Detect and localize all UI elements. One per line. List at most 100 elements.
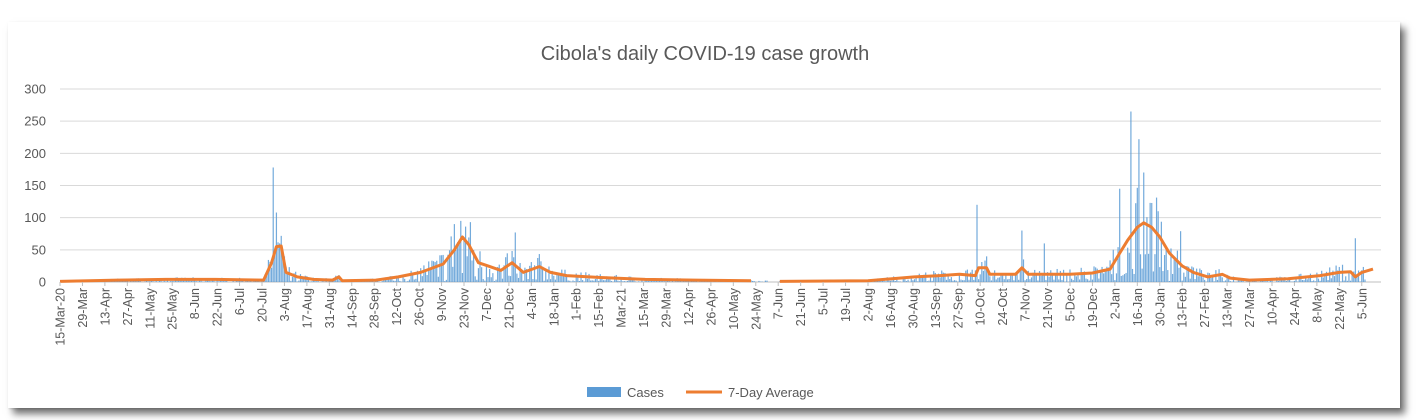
case-bar <box>1125 272 1127 282</box>
case-bar <box>1099 271 1102 282</box>
case-bar <box>522 280 524 282</box>
case-bar <box>990 280 993 282</box>
case-bar <box>937 273 940 282</box>
case-bar <box>1021 230 1023 282</box>
case-bar <box>969 272 972 282</box>
case-bar <box>1054 273 1057 282</box>
case-bar <box>152 281 154 282</box>
case-bar <box>519 263 521 282</box>
case-bar <box>131 281 133 282</box>
case-bar <box>1040 275 1042 282</box>
x-tick-label: 21-Jun <box>794 288 808 326</box>
case-bar <box>383 279 385 282</box>
case-bar <box>476 279 478 282</box>
average-line-segment-2 <box>779 221 1374 283</box>
case-bar <box>1346 280 1348 282</box>
case-bar <box>309 281 311 282</box>
x-tick-label: 27-Apr <box>121 288 135 326</box>
case-bar <box>1314 281 1316 282</box>
case-bar <box>594 278 597 282</box>
case-bar <box>501 278 504 282</box>
case-bar <box>1183 272 1185 282</box>
case-bar <box>994 270 996 282</box>
x-tick-label: 18-Jan <box>547 288 561 326</box>
case-bar <box>929 277 932 282</box>
case-bar <box>1109 260 1111 282</box>
case-bar <box>889 280 892 282</box>
case-bar <box>158 280 160 282</box>
case-bar <box>134 281 136 282</box>
case-bar <box>549 279 552 282</box>
case-bar <box>1006 279 1009 282</box>
case-bar <box>426 275 428 282</box>
case-bar <box>559 275 561 282</box>
case-bar <box>195 281 197 282</box>
case-bar <box>429 268 431 282</box>
case-bar <box>960 279 962 282</box>
case-bar <box>317 280 319 282</box>
case-bar <box>936 274 938 282</box>
case-bar <box>1128 252 1130 282</box>
case-bar <box>1343 280 1345 282</box>
case-bar <box>1220 274 1222 282</box>
x-tick-label: 5-Dec <box>1063 288 1077 321</box>
case-bar <box>298 280 300 282</box>
x-tick-label: 15-Mar-20 <box>54 288 68 346</box>
y-axis: 0 50 100 150 200 250 300 <box>24 82 46 290</box>
case-bar <box>1152 271 1154 282</box>
case-bar <box>303 277 305 282</box>
case-bar <box>902 278 904 282</box>
x-tick-label: 16-Aug <box>884 288 898 328</box>
case-bar <box>955 280 957 282</box>
case-bar <box>1061 279 1063 282</box>
case-bar <box>979 274 981 282</box>
case-bar <box>1163 255 1166 282</box>
case-bar <box>1345 276 1347 282</box>
case-bar <box>1319 280 1321 282</box>
case-bar <box>521 269 523 282</box>
case-bar <box>1027 270 1029 282</box>
case-bar <box>885 281 887 282</box>
case-bar <box>1095 267 1097 282</box>
chart-title: Cibola's daily COVID-19 case growth <box>541 43 869 65</box>
case-bar <box>1356 276 1358 282</box>
case-bar <box>1127 247 1129 282</box>
case-bar <box>1050 270 1052 282</box>
cases-bars <box>62 111 1366 283</box>
case-bar <box>513 257 515 282</box>
case-bar <box>989 276 991 282</box>
case-bar <box>439 255 441 282</box>
case-bar <box>1221 277 1223 282</box>
x-tick-label: 7-Nov <box>1019 287 1033 321</box>
case-bar <box>609 278 611 282</box>
case-bar <box>1101 266 1103 282</box>
case-bar <box>527 279 529 282</box>
case-bar <box>1340 281 1342 282</box>
case-bar <box>315 281 318 282</box>
case-bar <box>1224 280 1227 282</box>
case-bar <box>445 279 447 282</box>
case-bar <box>1018 279 1020 282</box>
case-bar <box>392 280 395 282</box>
case-bar <box>500 270 502 282</box>
case-bar <box>1186 266 1188 282</box>
x-tick-label: 6-Jul <box>233 288 247 315</box>
case-bar <box>1303 280 1305 282</box>
case-bar <box>655 280 657 282</box>
case-bar <box>1026 278 1028 282</box>
case-bar <box>416 270 419 282</box>
case-bar <box>1261 280 1263 282</box>
case-bar <box>1293 280 1296 282</box>
case-bar <box>396 275 398 282</box>
case-bar <box>1192 267 1195 282</box>
x-tick-label: 22-May <box>1333 287 1347 329</box>
x-tick-label: 10-Apr <box>1265 288 1279 326</box>
case-bar <box>1090 272 1092 282</box>
y-tick-label: 0 <box>39 275 46 290</box>
case-bar <box>485 266 488 282</box>
case-bar <box>1029 279 1031 282</box>
case-bar <box>434 262 436 282</box>
case-bar <box>623 281 625 282</box>
case-bar <box>1037 280 1039 282</box>
case-bar <box>279 243 281 282</box>
